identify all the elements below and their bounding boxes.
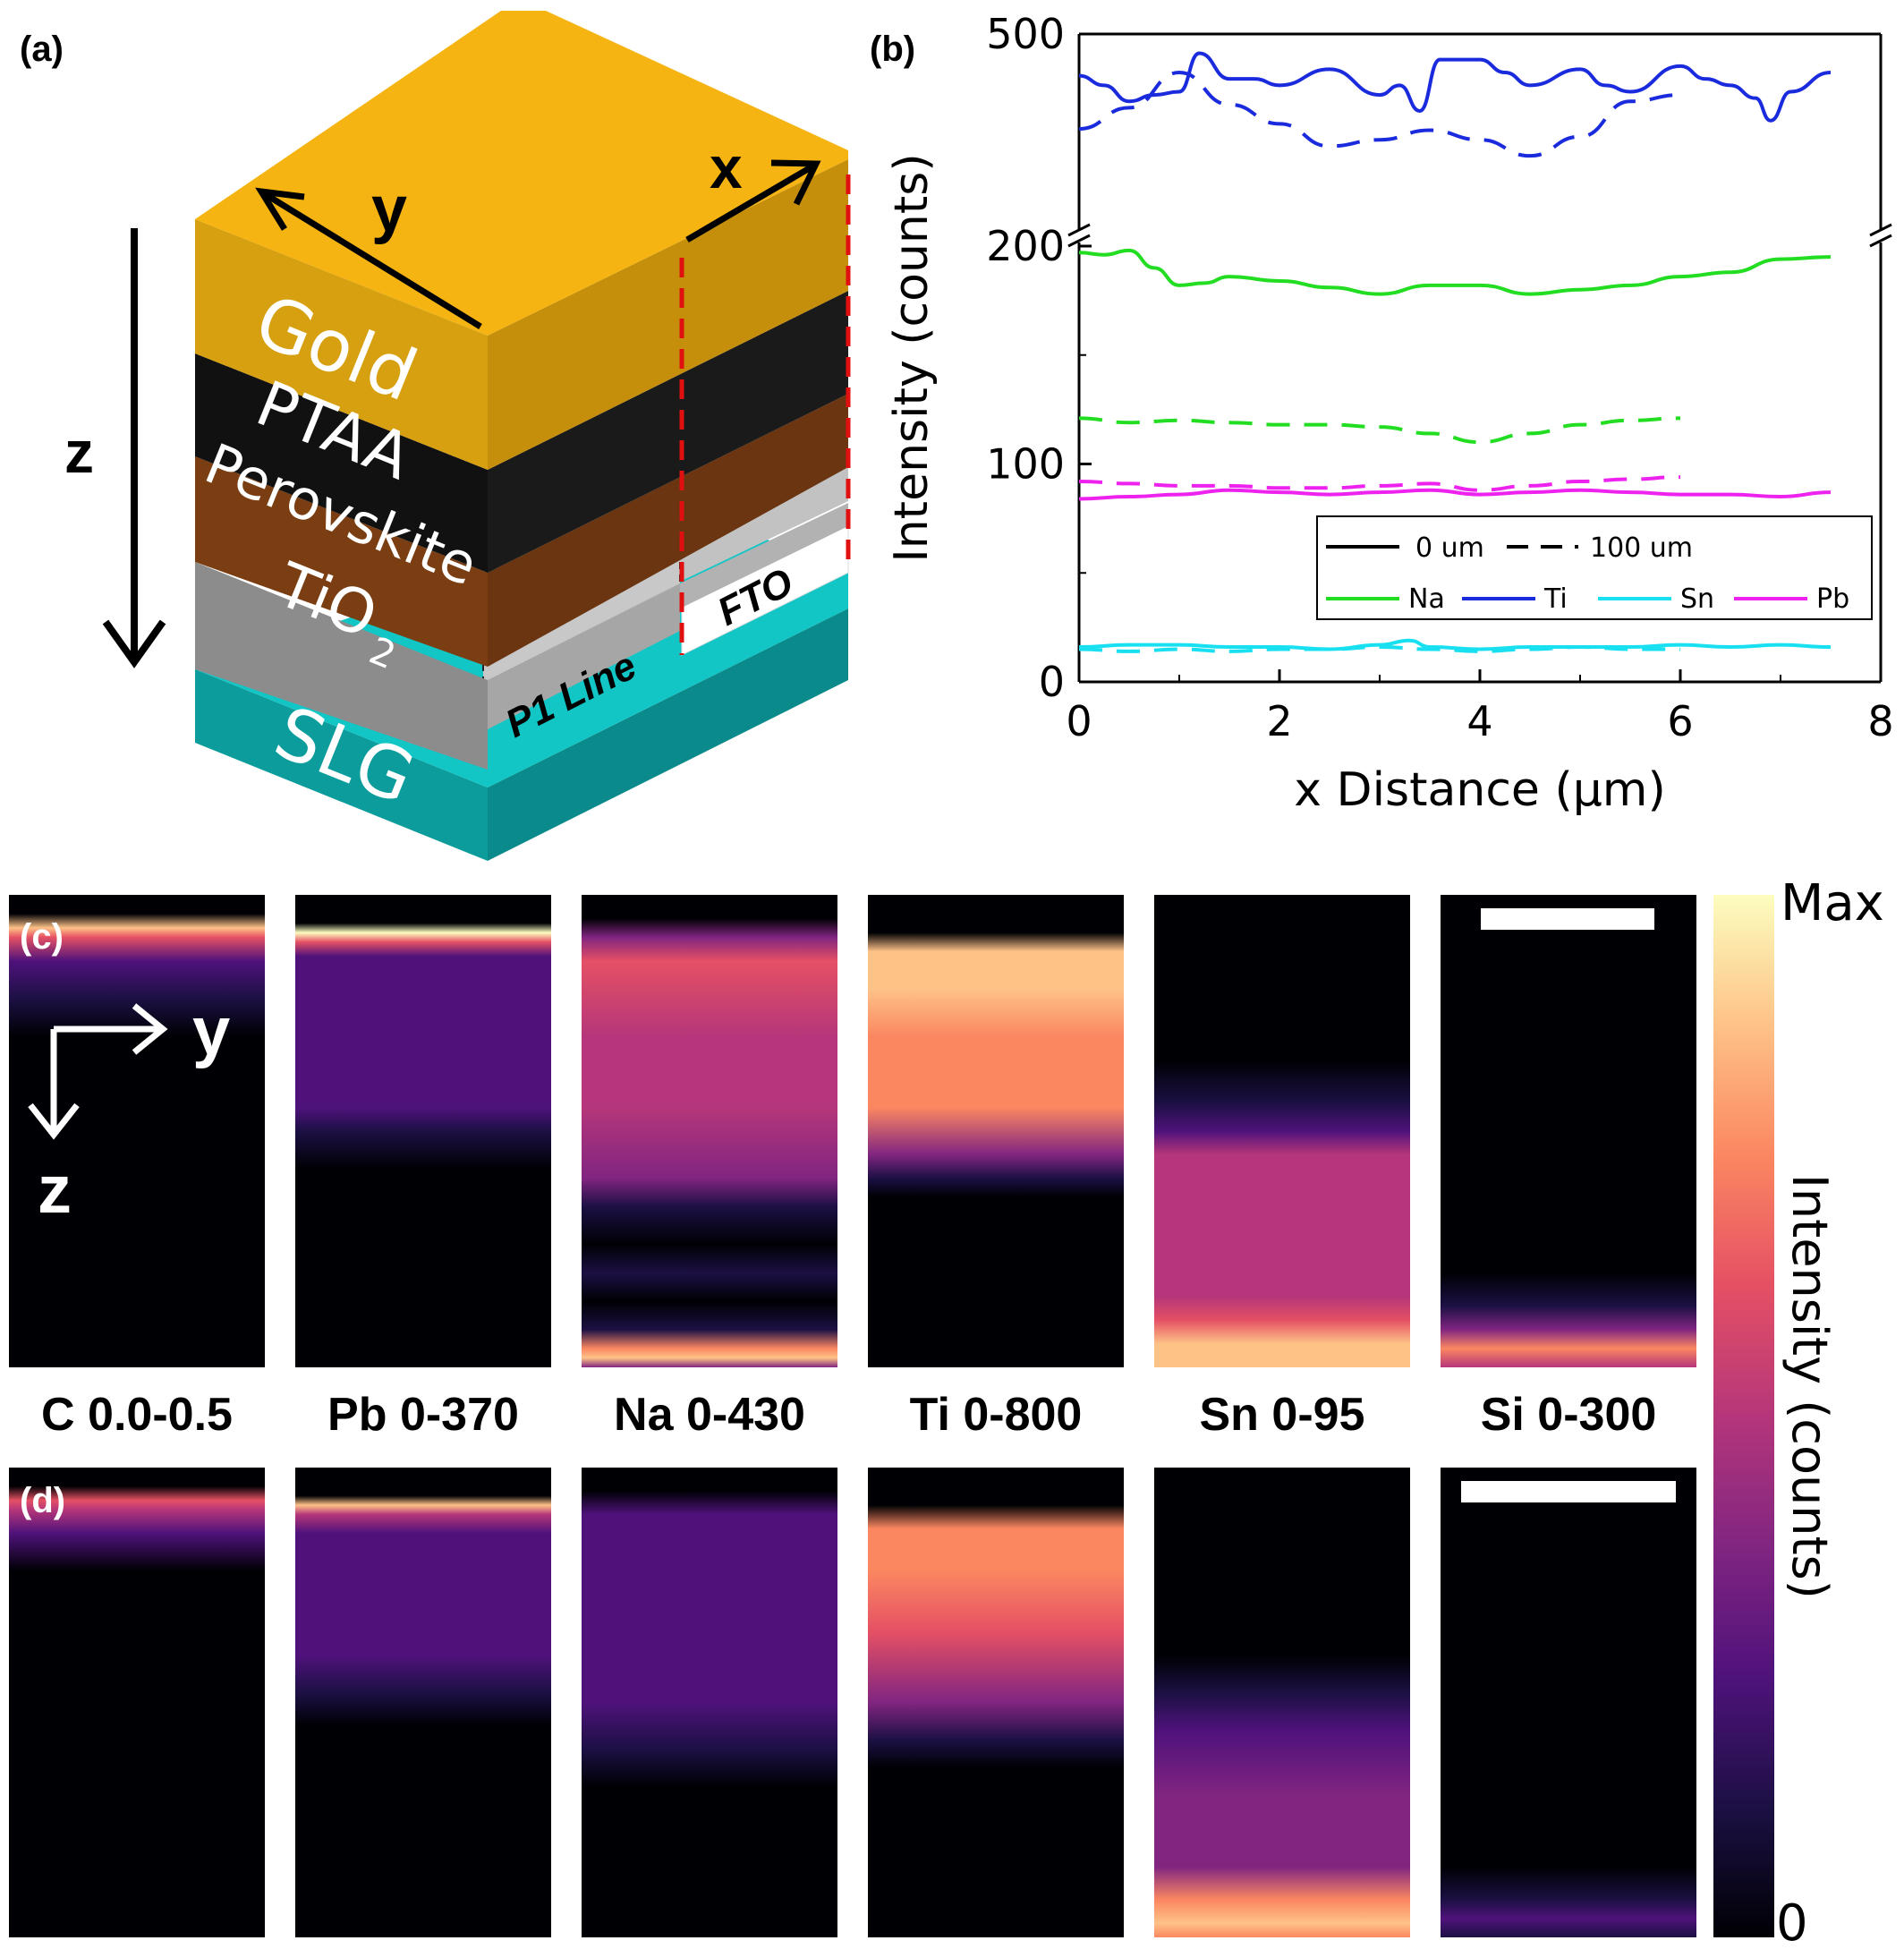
cut-plane-lines [679,174,851,655]
map-label-si: Si 0-300 [1481,1389,1657,1441]
inset-yz-axes [28,1003,168,1140]
map-d-pb [295,1468,551,1937]
colorbar-title: Intensity (counts) [1781,1174,1838,1599]
series-pb-solid [1078,488,1832,501]
x-axis-arrow-label: x [710,134,743,200]
colorbar-max-label: Max [1781,874,1884,932]
map-label-ti: Ti 0-800 [910,1389,1083,1441]
legend-pb-label: Pb [1816,583,1849,615]
map-d-c [9,1468,265,1937]
layer-ptaa [195,291,848,573]
axis-break-mark [1067,234,1091,248]
colorbar-gradient [1713,895,1774,1937]
x-tick-label: 6 [1667,697,1693,745]
map-c-sn [1154,895,1410,1367]
axis-break-mark [1869,223,1892,237]
map-c-si [1441,895,1696,1367]
map-d-sn [1154,1468,1410,1937]
series-sn-dashed [1078,645,1680,653]
axis-break-mark [1869,234,1892,248]
y-tick-label: 100 [986,440,1065,489]
x-tick-label: 4 [1466,697,1492,745]
panel-c-letter: (c) [20,917,64,957]
colorbar: Max 0 Intensity (counts) [1713,874,1884,1949]
panel-a-letter: (a) [20,30,64,69]
x-tick-label: 2 [1266,697,1292,745]
x-axis-arrow: x [685,134,821,243]
series-na-solid [1078,248,1832,296]
legend-sn-label: Sn [1680,583,1714,615]
x-tick-label: 0 [1066,697,1092,745]
z-axis-arrow-label: z [64,419,94,485]
y-tick-label: 200 [986,222,1065,270]
intensity-line-chart: 0 2 4 6 8 0 100 200 500 x Distance (µm) Intensity … [885,10,1894,817]
x-axis-title: x Distance (µm) [1294,763,1666,817]
series-sn-solid [1078,638,1832,651]
elemental-maps: C 0.0-0.5 Pb 0-370 Na 0-430 Ti 0-800 Sn 0-95… [9,895,1696,1937]
legend-ti-label: Ti [1543,583,1568,615]
y-axis-title: Intensity (counts) [885,153,939,562]
map-label-pb: Pb 0-370 [327,1389,519,1441]
inset-z-label: z [38,1152,72,1228]
map-label-sn: Sn 0-95 [1200,1389,1365,1441]
x-tick-label: 8 [1867,697,1893,745]
map-label-c: C 0.0-0.5 [41,1389,233,1441]
map-c-ti [868,895,1124,1367]
panel-b-line-chart: (b) 0 2 4 6 8 0 100 200 500 x Distance (µm) Intens… [870,10,1894,817]
map-d-si [1441,1468,1696,1937]
panel-b-letter: (b) [870,30,915,69]
scale-bar-c [1481,908,1654,930]
scale-bar-d [1461,1481,1676,1502]
legend-box [1316,515,1873,620]
z-axis-arrow: z [64,228,166,668]
y-tick-label: 0 [1039,658,1065,706]
series-ti-dashed [1078,70,1681,158]
map-c-na [582,895,837,1367]
panel-d-letter: (d) [20,1481,65,1520]
series-ti-solid [1078,51,1832,123]
map-d-ti [868,1468,1124,1937]
y-axis-arrow: y [255,174,482,329]
inset-y-label: y [192,993,230,1069]
legend-na-label: Na [1408,583,1445,615]
y-tick-label: 500 [986,10,1065,58]
map-label-na: Na 0-430 [614,1389,805,1441]
legend-solid-label: 0 um [1415,532,1484,564]
colorbar-min-label: 0 [1776,1894,1808,1949]
axis-break-mark [1067,223,1091,237]
legend-dashed-label: 100 um [1590,532,1693,564]
y-axis-arrow-label: y [371,174,407,245]
layer-perovskite [195,394,848,667]
series-pb-dashed [1078,475,1681,492]
map-c-pb [295,895,551,1367]
panel-a-stack-schematic: (a) [20,11,851,861]
series-na-dashed [1078,416,1681,445]
map-d-na [582,1468,837,1937]
